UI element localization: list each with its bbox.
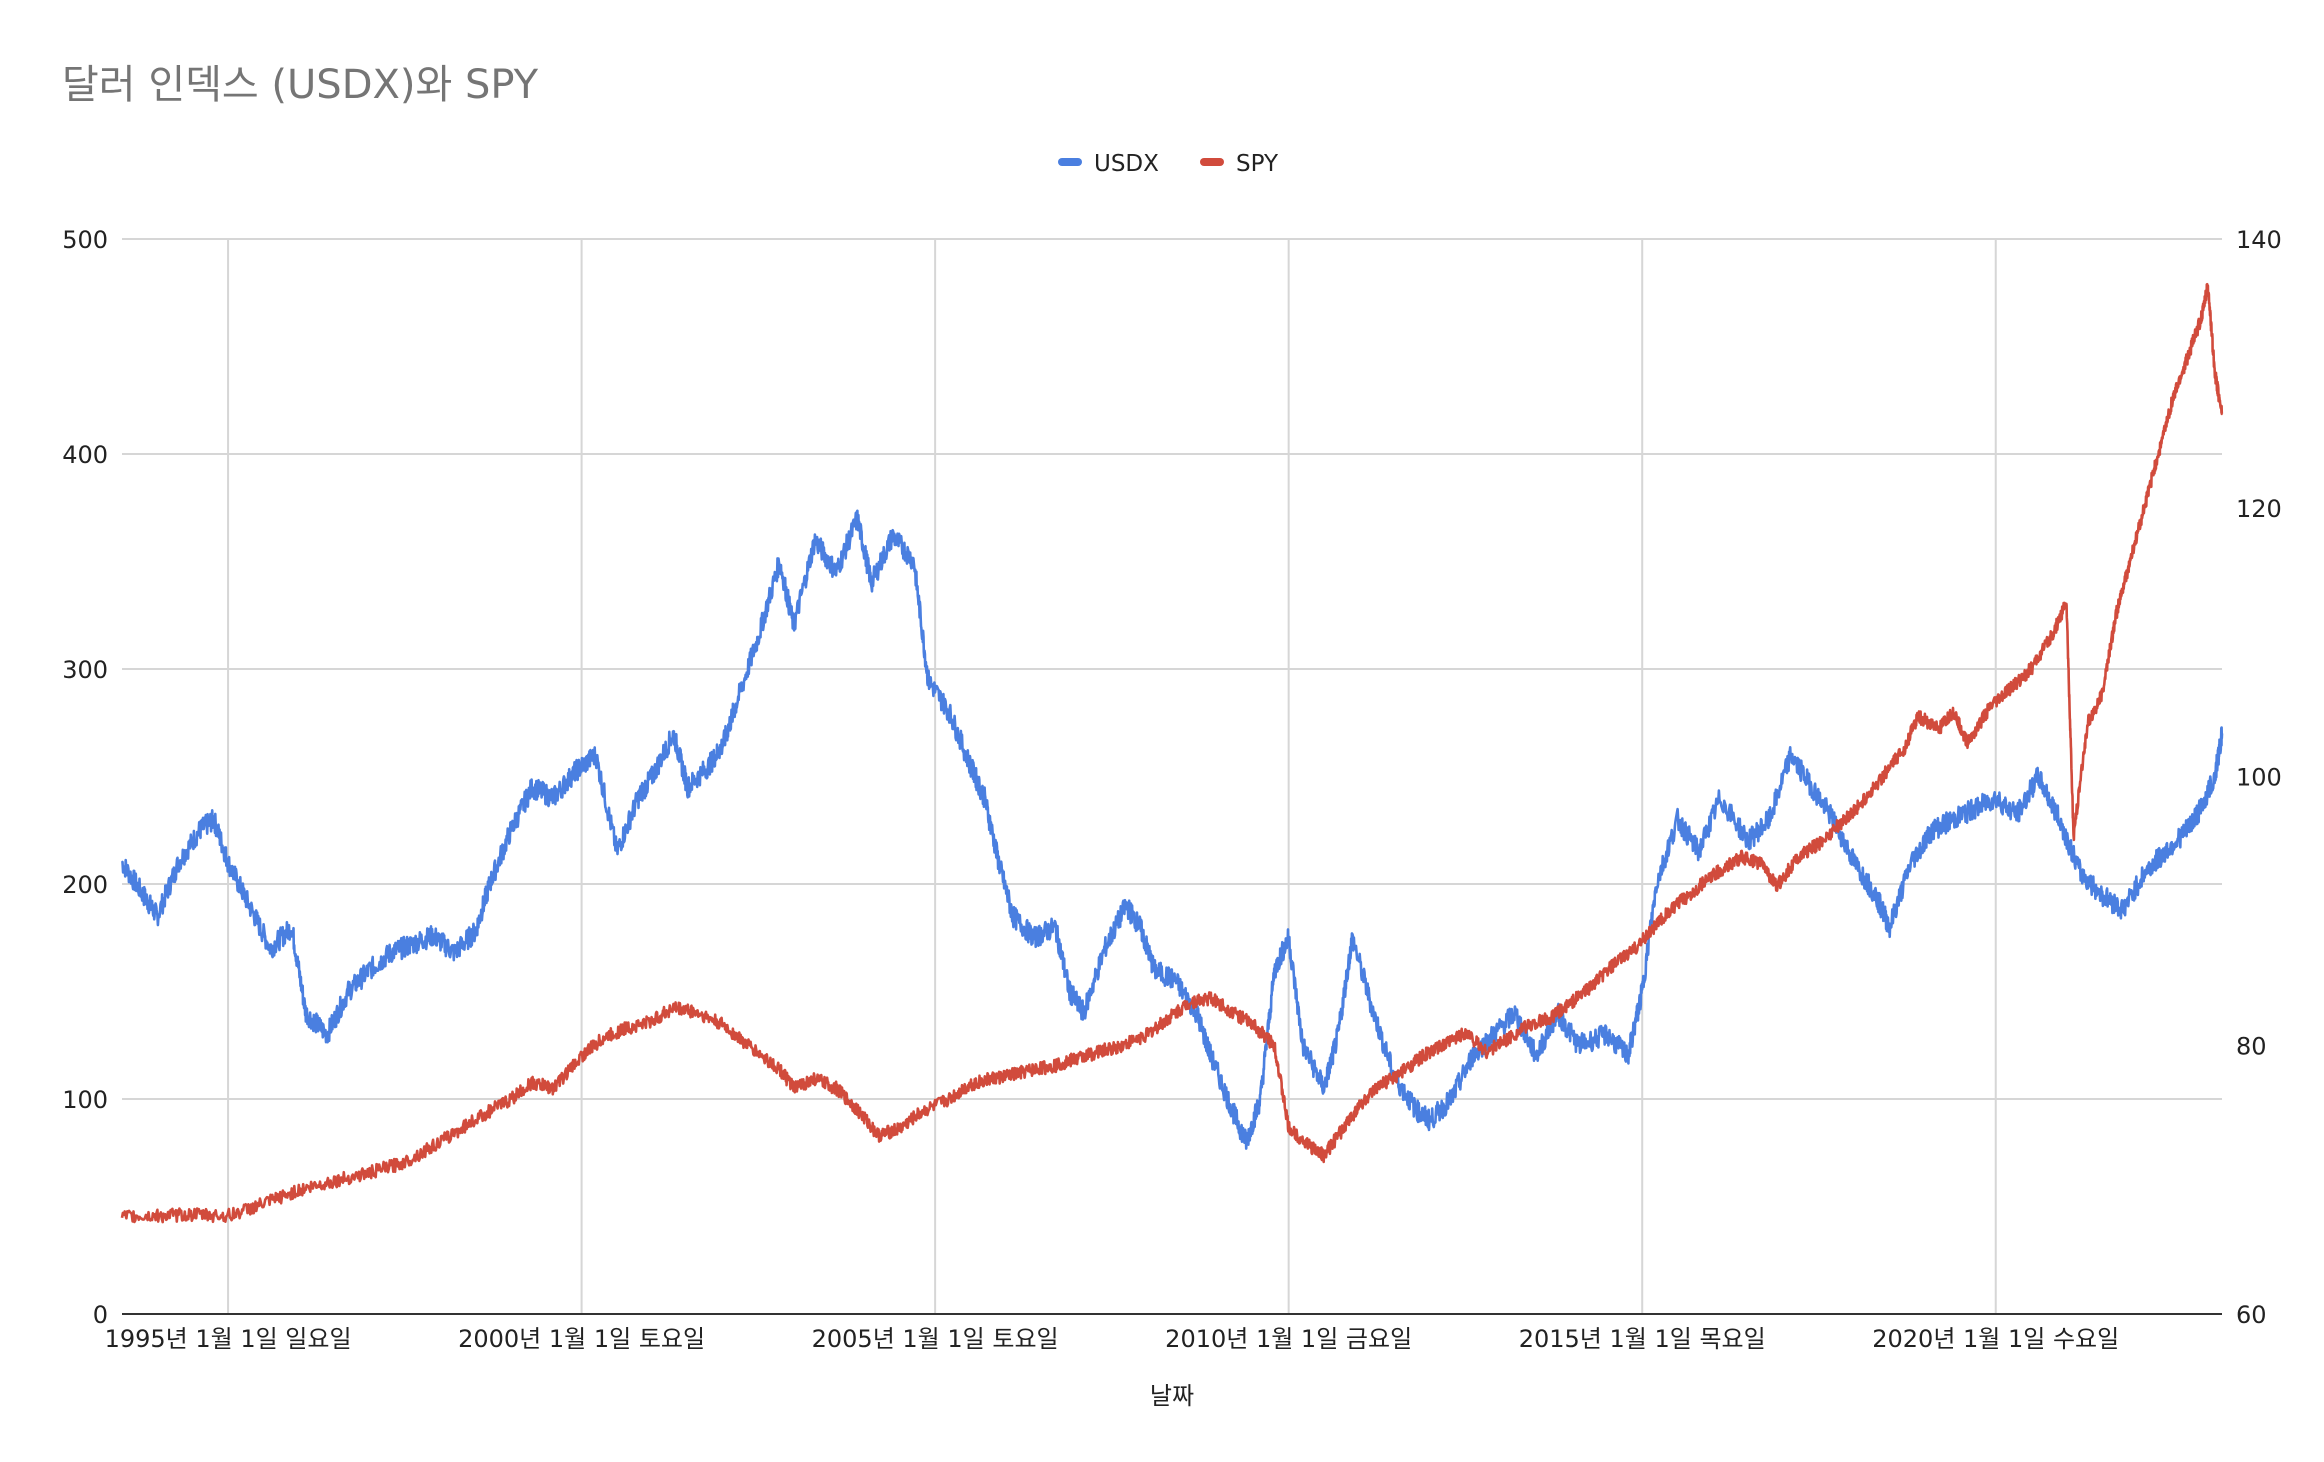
y-right-tick-label: 100 xyxy=(2236,764,2282,792)
series-line-usdx xyxy=(120,509,2224,1150)
gridlines xyxy=(122,238,2222,1314)
legend-label-usdx: USDX xyxy=(1094,151,1159,177)
y-right-tick-label: 140 xyxy=(2236,226,2282,254)
y-left-tick-label: 100 xyxy=(62,1086,108,1114)
y-axis-left: 0 100 200 300 400 500 xyxy=(62,226,108,1329)
x-tick-label: 2010년 1월 1일 금요일 xyxy=(1165,1325,1412,1353)
y-left-tick-label: 300 xyxy=(62,656,108,684)
chart-title: 달러 인덱스 (USDX)와 SPY xyxy=(62,62,539,108)
y-left-tick-label: 0 xyxy=(93,1301,108,1329)
y-left-tick-label: 400 xyxy=(62,441,108,469)
y-right-tick-label: 80 xyxy=(2236,1032,2267,1060)
y-right-tick-label: 60 xyxy=(2236,1301,2267,1329)
series-layer xyxy=(120,282,2224,1224)
y-left-tick-label: 200 xyxy=(62,871,108,899)
x-tick-label: 2000년 1월 1일 토요일 xyxy=(458,1325,705,1353)
x-tick-label: 2005년 1월 1일 토요일 xyxy=(812,1325,1059,1353)
y-left-tick-label: 500 xyxy=(62,226,108,254)
x-tick-label: 2015년 1월 1일 목요일 xyxy=(1519,1325,1766,1353)
y-axis-right: 60 80 100 120 140 xyxy=(2236,226,2282,1329)
legend-label-spy: SPY xyxy=(1236,151,1279,177)
x-axis: 1995년 1월 1일 일요일 2000년 1월 1일 토요일 2005년 1월 1… xyxy=(105,1325,2120,1353)
legend: USDX SPY xyxy=(1058,151,1279,177)
x-tick-label: 1995년 1월 1일 일요일 xyxy=(105,1325,352,1353)
series-line-spy xyxy=(120,282,2224,1224)
legend-swatch-spy xyxy=(1200,158,1224,166)
x-axis-title: 날짜 xyxy=(1150,1382,1194,1410)
legend-swatch-usdx xyxy=(1058,158,1082,166)
y-right-tick-label: 120 xyxy=(2236,495,2282,523)
x-tick-label: 2020년 1월 1일 수요일 xyxy=(1872,1325,2119,1353)
